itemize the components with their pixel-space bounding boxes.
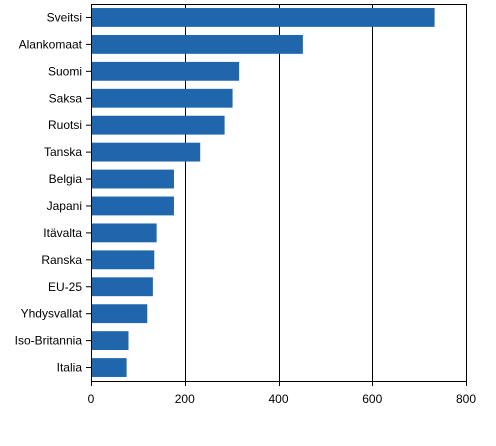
category-label: Belgia (49, 172, 83, 186)
bar (91, 250, 155, 270)
category-label: Yhdysvallat (21, 307, 83, 321)
category-label: Japani (47, 199, 82, 213)
bar (91, 331, 129, 351)
bar (91, 34, 303, 54)
x-tick-label: 0 (88, 392, 95, 406)
x-tick-label: 600 (362, 392, 382, 406)
x-tick-label: 800 (456, 392, 476, 406)
bar (91, 304, 148, 324)
bar (91, 142, 201, 162)
gridlines (185, 4, 373, 381)
bar (91, 223, 157, 243)
category-label: Ruotsi (48, 118, 82, 132)
bar (91, 88, 233, 108)
category-label: Suomi (48, 64, 82, 78)
bar (91, 61, 240, 81)
category-label: EU-25 (48, 280, 82, 294)
category-label: Itävalta (43, 226, 82, 240)
category-label: Saksa (49, 91, 83, 105)
bar (91, 196, 174, 216)
bar (91, 8, 435, 27)
x-axis-ticks: 0 200 400 600 800 (88, 381, 476, 406)
category-label: Ranska (41, 253, 82, 267)
bar (91, 115, 225, 135)
category-label: Alankomaat (19, 37, 83, 51)
x-tick-label: 400 (268, 392, 288, 406)
category-labels: Sveitsi Alankomaat Suomi Saksa Ruotsi Tanska B… (15, 10, 91, 375)
category-label: Italia (57, 361, 83, 375)
category-label: Iso-Britannia (15, 334, 83, 348)
bar (91, 277, 153, 297)
category-label: Sveitsi (47, 10, 82, 24)
category-label: Tanska (44, 145, 82, 159)
bar (91, 169, 174, 189)
bars (91, 8, 435, 377)
bar (91, 358, 127, 377)
x-tick-label: 200 (175, 392, 195, 406)
